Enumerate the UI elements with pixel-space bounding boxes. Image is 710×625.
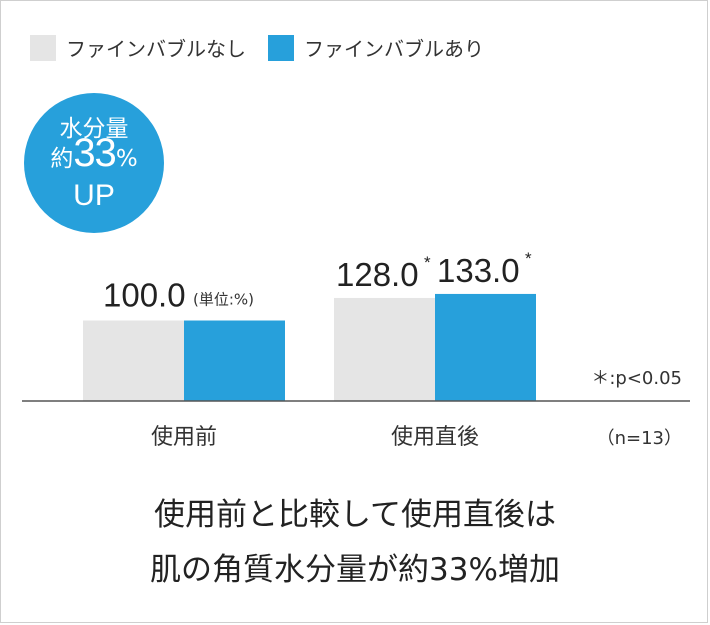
badge-line3: UP (73, 179, 115, 212)
data-label-after-without: 128.0 (336, 256, 419, 293)
increase-badge: 水分量 約33% UP (24, 93, 164, 233)
legend-swatch-without (30, 34, 56, 61)
legend-label-without: ファインバブルなし (66, 37, 246, 61)
badge-suffix: % (115, 146, 138, 172)
bar-before-with (184, 320, 285, 401)
data-label-before: 100.0 (103, 277, 186, 314)
category-label-before: 使用前 (151, 425, 217, 450)
legend-item-without: ファインバブルなし (30, 33, 246, 62)
data-label-after-with: 133.0 (437, 252, 520, 289)
significance-star-with: * (525, 249, 532, 268)
category-label-after: 使用直後 (391, 425, 479, 450)
significance-note: ＊:p<0.05 (591, 368, 682, 389)
badge-line1: 水分量 (59, 116, 129, 142)
caption: 使用前と比較して使用直後は 肌の角質水分量が約33%増加 (0, 488, 710, 598)
legend-swatch-with (268, 34, 294, 61)
caption-line1: 使用前と比較して使用直後は (153, 497, 557, 533)
legend-item-with: ファインバブルあり (268, 33, 484, 62)
bar-before-without (83, 320, 184, 401)
badge-prefix: 約 (50, 146, 74, 172)
badge-number: 33 (73, 131, 116, 175)
legend-label-with: ファインバブルあり (304, 37, 484, 61)
badge-line2: 約33% (24, 131, 164, 176)
legend: ファインバブルなし ファインバブルあり (30, 33, 506, 62)
caption-line2: 肌の角質水分量が約33%増加 (150, 552, 560, 588)
bar-after-with (435, 293, 536, 401)
significance-star-without: * (424, 253, 431, 272)
sample-size-note: （n=13） (597, 428, 682, 449)
bar-after-without (334, 297, 435, 401)
unit-note: (単位:%) (193, 291, 254, 309)
